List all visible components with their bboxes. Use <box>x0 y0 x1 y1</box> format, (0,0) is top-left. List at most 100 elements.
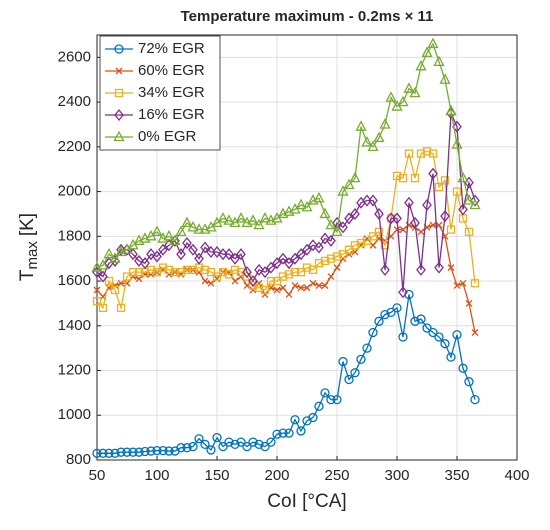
marker <box>416 149 426 158</box>
marker <box>140 446 150 457</box>
x-axis-label: CoI [°CA] <box>267 491 346 512</box>
marker <box>452 330 462 340</box>
marker <box>338 356 348 367</box>
marker <box>350 368 360 378</box>
marker <box>356 238 366 248</box>
marker <box>248 275 258 288</box>
marker <box>176 248 186 261</box>
marker <box>416 314 426 324</box>
marker <box>452 120 462 133</box>
marker <box>188 243 198 256</box>
marker <box>331 225 343 236</box>
marker <box>110 448 120 458</box>
legend-label: 34% EGR <box>138 84 205 101</box>
x-tick-label: 350 <box>444 467 469 484</box>
marker <box>260 266 270 279</box>
marker <box>242 266 252 279</box>
marker <box>164 265 174 275</box>
marker <box>295 198 307 210</box>
marker <box>463 194 475 205</box>
marker <box>247 214 259 225</box>
marker <box>422 323 432 333</box>
y-label-sub: max <box>24 241 41 270</box>
marker <box>152 267 162 277</box>
marker <box>464 227 474 236</box>
marker <box>158 263 168 272</box>
marker <box>103 247 115 259</box>
marker <box>314 241 324 254</box>
marker <box>134 267 144 277</box>
marker <box>158 445 168 456</box>
series <box>91 37 481 272</box>
marker <box>398 332 408 342</box>
marker <box>92 448 102 458</box>
marker <box>117 279 125 287</box>
marker <box>114 88 124 98</box>
marker <box>254 263 264 276</box>
marker <box>201 277 209 285</box>
marker <box>188 265 198 275</box>
marker <box>434 182 444 192</box>
marker <box>440 176 450 185</box>
marker <box>409 86 421 98</box>
marker <box>206 267 216 277</box>
y-tick-label: 1400 <box>58 317 91 334</box>
x-tick-label: 200 <box>264 467 289 484</box>
marker <box>469 198 481 210</box>
marker <box>242 441 252 452</box>
marker <box>327 273 335 281</box>
marker <box>392 171 402 181</box>
marker <box>254 283 264 292</box>
marker <box>146 248 156 261</box>
marker <box>313 191 325 203</box>
marker <box>206 445 216 455</box>
marker <box>301 200 313 212</box>
marker <box>393 226 401 234</box>
marker <box>146 446 156 456</box>
marker <box>398 174 408 183</box>
marker <box>164 446 174 456</box>
marker <box>447 264 455 272</box>
marker <box>98 270 108 283</box>
marker <box>135 275 143 283</box>
marker <box>349 171 361 183</box>
marker <box>116 303 126 313</box>
marker <box>279 284 287 292</box>
marker <box>98 303 108 313</box>
marker <box>362 236 372 245</box>
marker <box>325 218 337 230</box>
marker <box>303 284 311 292</box>
marker <box>439 73 451 84</box>
marker <box>194 434 204 444</box>
marker <box>272 429 282 439</box>
marker <box>176 443 186 453</box>
marker <box>218 441 228 452</box>
marker <box>368 232 378 241</box>
marker <box>458 363 468 373</box>
marker <box>152 445 162 456</box>
marker <box>260 441 270 452</box>
marker <box>114 108 124 122</box>
marker <box>314 401 324 411</box>
marker <box>181 216 193 228</box>
series <box>92 107 480 299</box>
marker <box>266 276 276 286</box>
marker <box>92 297 102 306</box>
chart-title: Temperature maximum - 0.2ms × 11 <box>181 8 434 25</box>
marker <box>93 286 101 294</box>
x-tick-label: 100 <box>144 467 169 484</box>
marker <box>253 218 265 230</box>
y-tick-label: 2600 <box>58 48 91 65</box>
marker <box>320 256 330 266</box>
marker <box>272 276 282 286</box>
marker <box>410 216 420 229</box>
marker <box>344 374 354 385</box>
legend-label: 0% EGR <box>138 128 197 145</box>
marker <box>315 282 323 289</box>
marker <box>182 236 192 250</box>
marker <box>459 279 467 287</box>
y-tick-label: 2000 <box>58 183 91 200</box>
marker <box>326 394 336 405</box>
marker <box>116 447 126 457</box>
y-label-main: T <box>17 269 38 281</box>
